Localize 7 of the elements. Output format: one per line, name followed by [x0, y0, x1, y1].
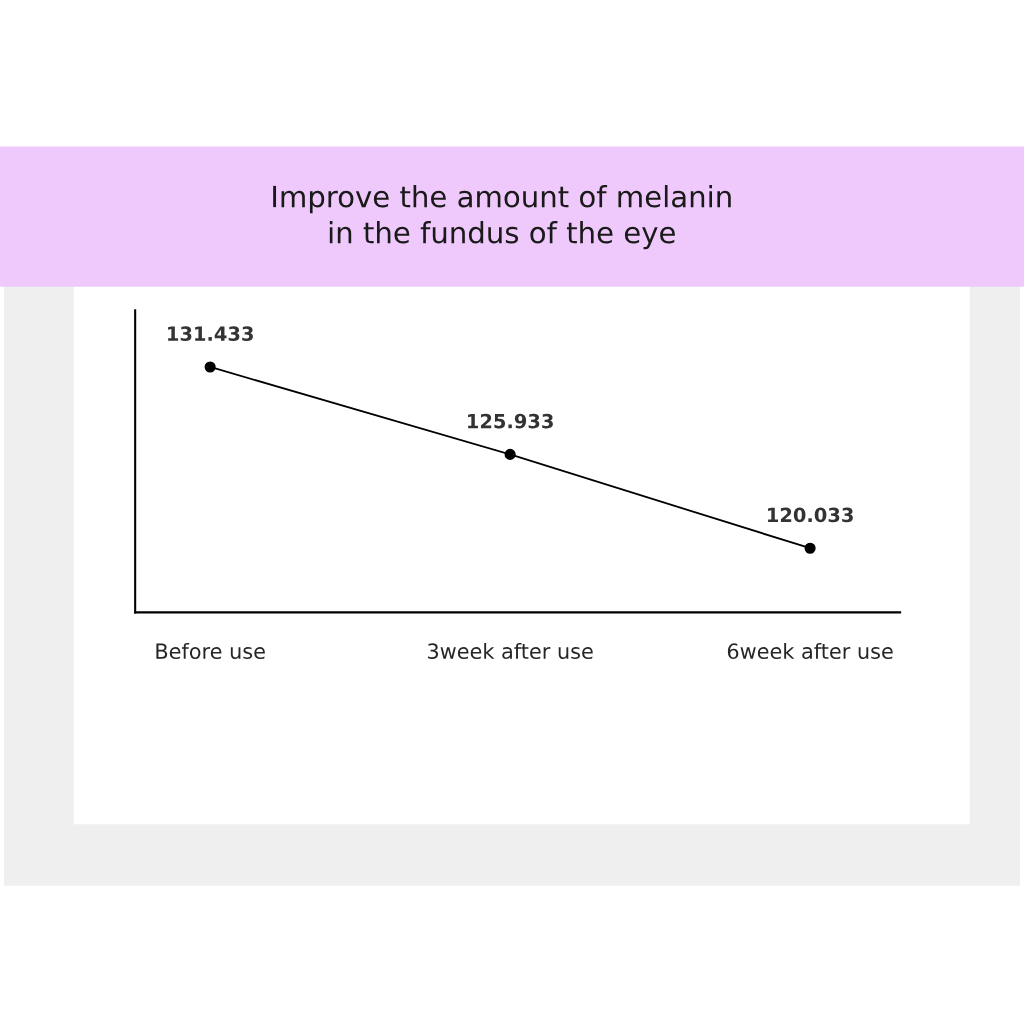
x-tick-label: 3week after use — [428, 642, 593, 660]
chart-title: Improve the amount of melanin in the fundus of the eye — [273, 184, 731, 250]
data-label: 131.433 — [168, 326, 253, 341]
data-label: 125.933 — [468, 413, 553, 429]
x-tick-label: 6week after use — [727, 642, 893, 660]
data-label: 120.033 — [768, 507, 853, 523]
x-tick-label: Before use — [156, 642, 265, 660]
